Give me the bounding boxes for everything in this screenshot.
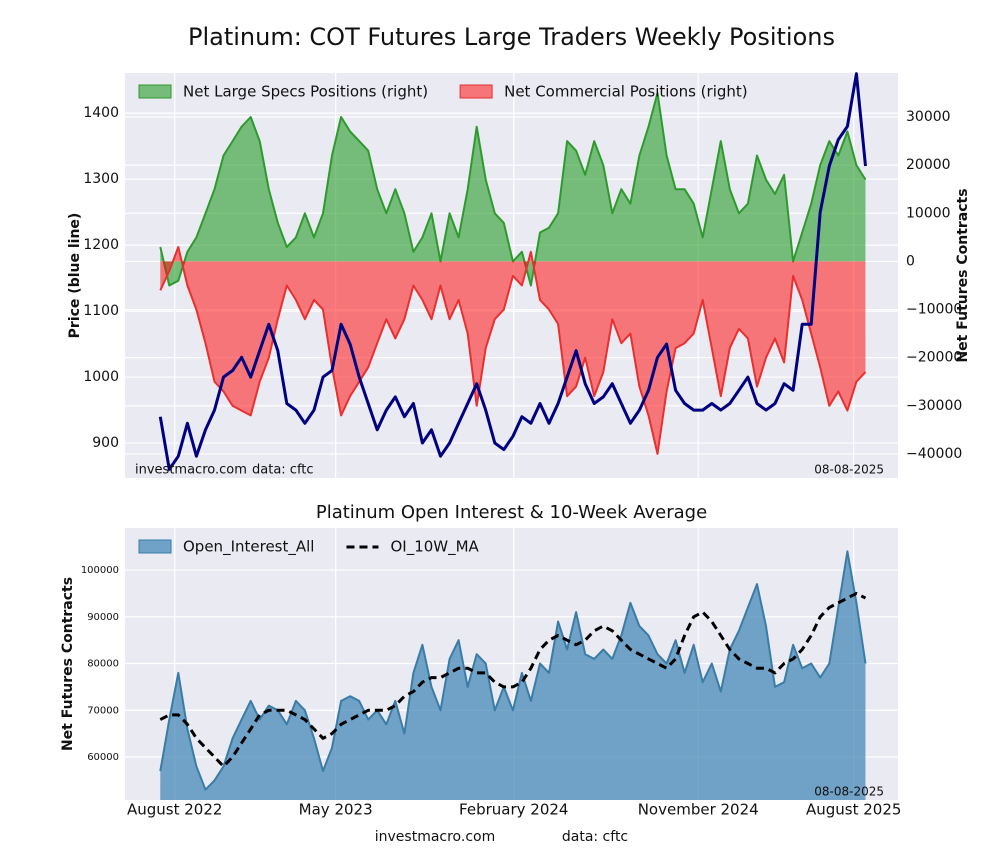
y2-tick-label: −40000	[906, 446, 962, 462]
footer: data: cftc	[562, 829, 628, 845]
y2-axis-label: Net Futures Contracts	[955, 188, 971, 362]
y-tick-label: 1400	[83, 105, 119, 121]
line	[159, 591, 867, 768]
annotation: investmacro.com	[135, 463, 247, 478]
x-tick-label: November 2024	[638, 801, 759, 819]
area	[160, 551, 866, 800]
annotation: 08-08-2025	[814, 785, 884, 799]
area-line	[159, 92, 867, 287]
y-axis-label: Price (blue line)	[67, 213, 83, 339]
area-line	[159, 246, 867, 455]
y-tick-label: 1300	[83, 171, 119, 187]
y2-tick-label: 10000	[906, 205, 951, 221]
y-tick-label: 1100	[83, 303, 119, 319]
y-tick-label: 60000	[87, 752, 119, 763]
y-tick-label: 900	[92, 435, 119, 451]
footer: investmacro.com	[375, 829, 495, 845]
y-tick-label: 90000	[87, 612, 119, 623]
x-tick-label: May 2023	[299, 801, 373, 819]
legend-swatch	[459, 84, 493, 99]
y2-tick-label: −30000	[906, 398, 962, 414]
chart-title: Platinum Open Interest & 10-Week Average	[316, 502, 707, 523]
annotation: 08-08-2025	[814, 463, 884, 477]
x-tick-label: February 2024	[459, 801, 568, 819]
area	[160, 93, 866, 286]
x-tick-label: August 2022	[127, 801, 222, 819]
y-tick-label: 80000	[87, 659, 119, 670]
legend-label: OI_10W_MA	[390, 538, 479, 557]
y2-tick-label: −20000	[906, 350, 962, 366]
y-tick-label: 100000	[81, 565, 119, 576]
line	[158, 72, 867, 471]
area	[160, 247, 866, 454]
legend-label: Net Commercial Positions (right)	[504, 83, 748, 101]
y2-tick-label: 20000	[906, 157, 951, 173]
legend-swatch	[138, 539, 172, 554]
y2-tick-label: 30000	[906, 109, 951, 125]
y2-tick-label: −10000	[906, 302, 962, 318]
y-axis-label: Net Futures Contracts	[60, 577, 76, 751]
y-tick-label: 70000	[87, 705, 119, 716]
legend-label: Open_Interest_All	[183, 538, 314, 557]
annotation: data: cftc	[252, 463, 314, 478]
x-tick-label: August 2025	[806, 801, 901, 819]
y-tick-label: 1000	[83, 369, 119, 385]
y2-tick-label: 0	[906, 253, 915, 269]
legend-label: Net Large Specs Positions (right)	[183, 83, 428, 101]
chart-title: Platinum: COT Futures Large Traders Week…	[188, 23, 835, 51]
y-tick-label: 1200	[83, 237, 119, 253]
legend-swatch	[138, 84, 172, 99]
